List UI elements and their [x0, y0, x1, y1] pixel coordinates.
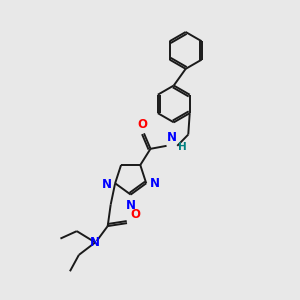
Text: H: H	[178, 142, 187, 152]
Text: N: N	[167, 131, 177, 144]
Text: O: O	[137, 118, 148, 131]
Text: N: N	[90, 236, 100, 249]
Text: N: N	[126, 199, 136, 212]
Text: N: N	[150, 177, 160, 190]
Text: O: O	[130, 208, 140, 221]
Text: N: N	[102, 178, 112, 191]
